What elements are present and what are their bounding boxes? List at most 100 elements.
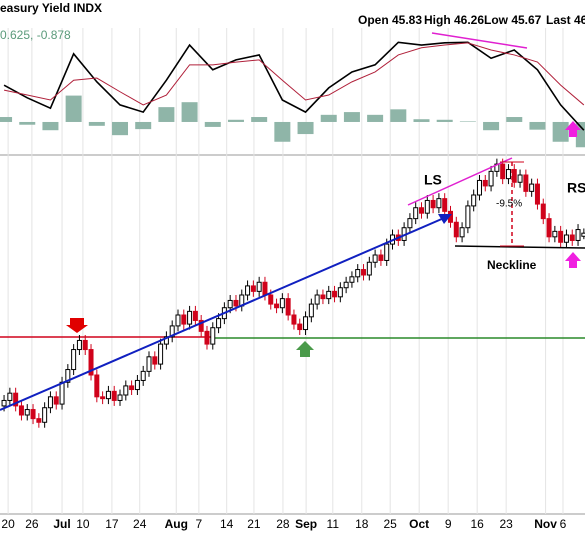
candle-body [546, 218, 552, 238]
candle-body [332, 290, 338, 298]
candle-body [152, 356, 158, 365]
candle-body [459, 227, 465, 238]
candle-body [558, 230, 564, 243]
candle-body [349, 276, 355, 283]
candle-body [326, 290, 332, 300]
sell-arrow [66, 318, 88, 333]
histogram-bar [343, 112, 360, 122]
histogram-bar [436, 119, 453, 122]
candle-body [569, 234, 575, 241]
x-tick-label: 23 [499, 517, 513, 531]
candle-body [100, 396, 106, 400]
candle-body [53, 396, 59, 405]
candle-body [1, 399, 7, 407]
candle-body [355, 269, 361, 278]
candle-body [187, 310, 193, 325]
candle-body [419, 207, 425, 214]
candle-body [268, 294, 274, 305]
candle-body [163, 336, 169, 345]
histogram-bar [227, 119, 244, 122]
candle-body [262, 281, 268, 296]
candle-body [82, 339, 88, 351]
signal-arrow [565, 121, 581, 137]
candle-body [471, 194, 477, 207]
histogram-bar [575, 121, 585, 148]
candle-body [233, 299, 239, 307]
candle-body [111, 390, 117, 401]
x-tick-label: Jul [53, 517, 70, 531]
neckline [454, 245, 585, 249]
candle-body [158, 343, 164, 365]
candles [1, 158, 585, 428]
drop-label: -9.5% [496, 199, 522, 210]
candle-body [308, 303, 314, 318]
histogram-bar [181, 102, 198, 122]
x-tick-label: 20 [1, 517, 15, 531]
candle-body [540, 203, 546, 220]
candle-body [105, 390, 111, 400]
histogram-bar [390, 109, 407, 122]
header-open: Open 45.83 [358, 13, 422, 27]
candle-body [169, 325, 175, 338]
histogram-bar [204, 121, 221, 127]
histogram-bar [297, 121, 314, 135]
rs-label: RS [567, 180, 585, 196]
candle-body [465, 205, 471, 229]
histogram-bar [529, 121, 546, 130]
x-tick-label: 14 [220, 517, 234, 531]
candle-body [366, 261, 372, 276]
candle-body [517, 174, 523, 183]
candle-body [134, 379, 140, 391]
candle-body [216, 318, 222, 329]
header-low: Low 45.67 [484, 13, 542, 27]
candle-body [36, 418, 42, 423]
candle-body [523, 174, 529, 192]
histogram-bar [65, 95, 82, 122]
x-tick-label: 18 [355, 517, 369, 531]
candle-body [476, 179, 482, 196]
candle-body [552, 230, 558, 238]
macd-pane [0, 41, 585, 148]
candle-body [505, 169, 511, 180]
histogram-bar [0, 117, 13, 122]
header-high: High 46.26 [424, 13, 484, 27]
candle-body [482, 179, 488, 187]
candle-body [88, 349, 94, 376]
candle-body [210, 327, 216, 345]
candle-body [384, 243, 390, 261]
trend-line [0, 217, 445, 411]
x-tick-label: 21 [247, 517, 261, 531]
candle-body [65, 369, 71, 383]
candle-body [227, 299, 233, 309]
histogram-bar [274, 121, 291, 142]
candle-body [123, 385, 129, 396]
candle-body [245, 285, 251, 296]
x-tick-label: 16 [470, 517, 484, 531]
histogram-bar [251, 117, 268, 122]
histogram-bar [19, 121, 36, 125]
x-tick-label: Oct [409, 517, 429, 531]
x-tick-label: Nov [534, 517, 557, 531]
candle-body [314, 294, 320, 305]
macd-trend [431, 32, 528, 49]
histogram-bar [459, 121, 476, 122]
histogram-bar [506, 117, 523, 122]
candle-body [47, 396, 53, 409]
candle-body [407, 218, 413, 229]
trend-arrowhead [438, 214, 452, 224]
candle-body [413, 207, 419, 220]
candle-body [430, 199, 436, 209]
candle-body [297, 323, 303, 331]
candle-body [442, 198, 448, 212]
histogram-bar [88, 121, 105, 126]
candle-body [534, 183, 540, 205]
candle-body [320, 294, 326, 300]
candle-body [511, 169, 517, 183]
x-tick-label: 6 [560, 517, 567, 531]
candle-body [71, 349, 77, 371]
candle-body [13, 392, 19, 407]
histogram-bar [112, 121, 129, 136]
candle-body [42, 407, 48, 423]
candle-body [59, 381, 65, 405]
candle-body [204, 330, 210, 345]
